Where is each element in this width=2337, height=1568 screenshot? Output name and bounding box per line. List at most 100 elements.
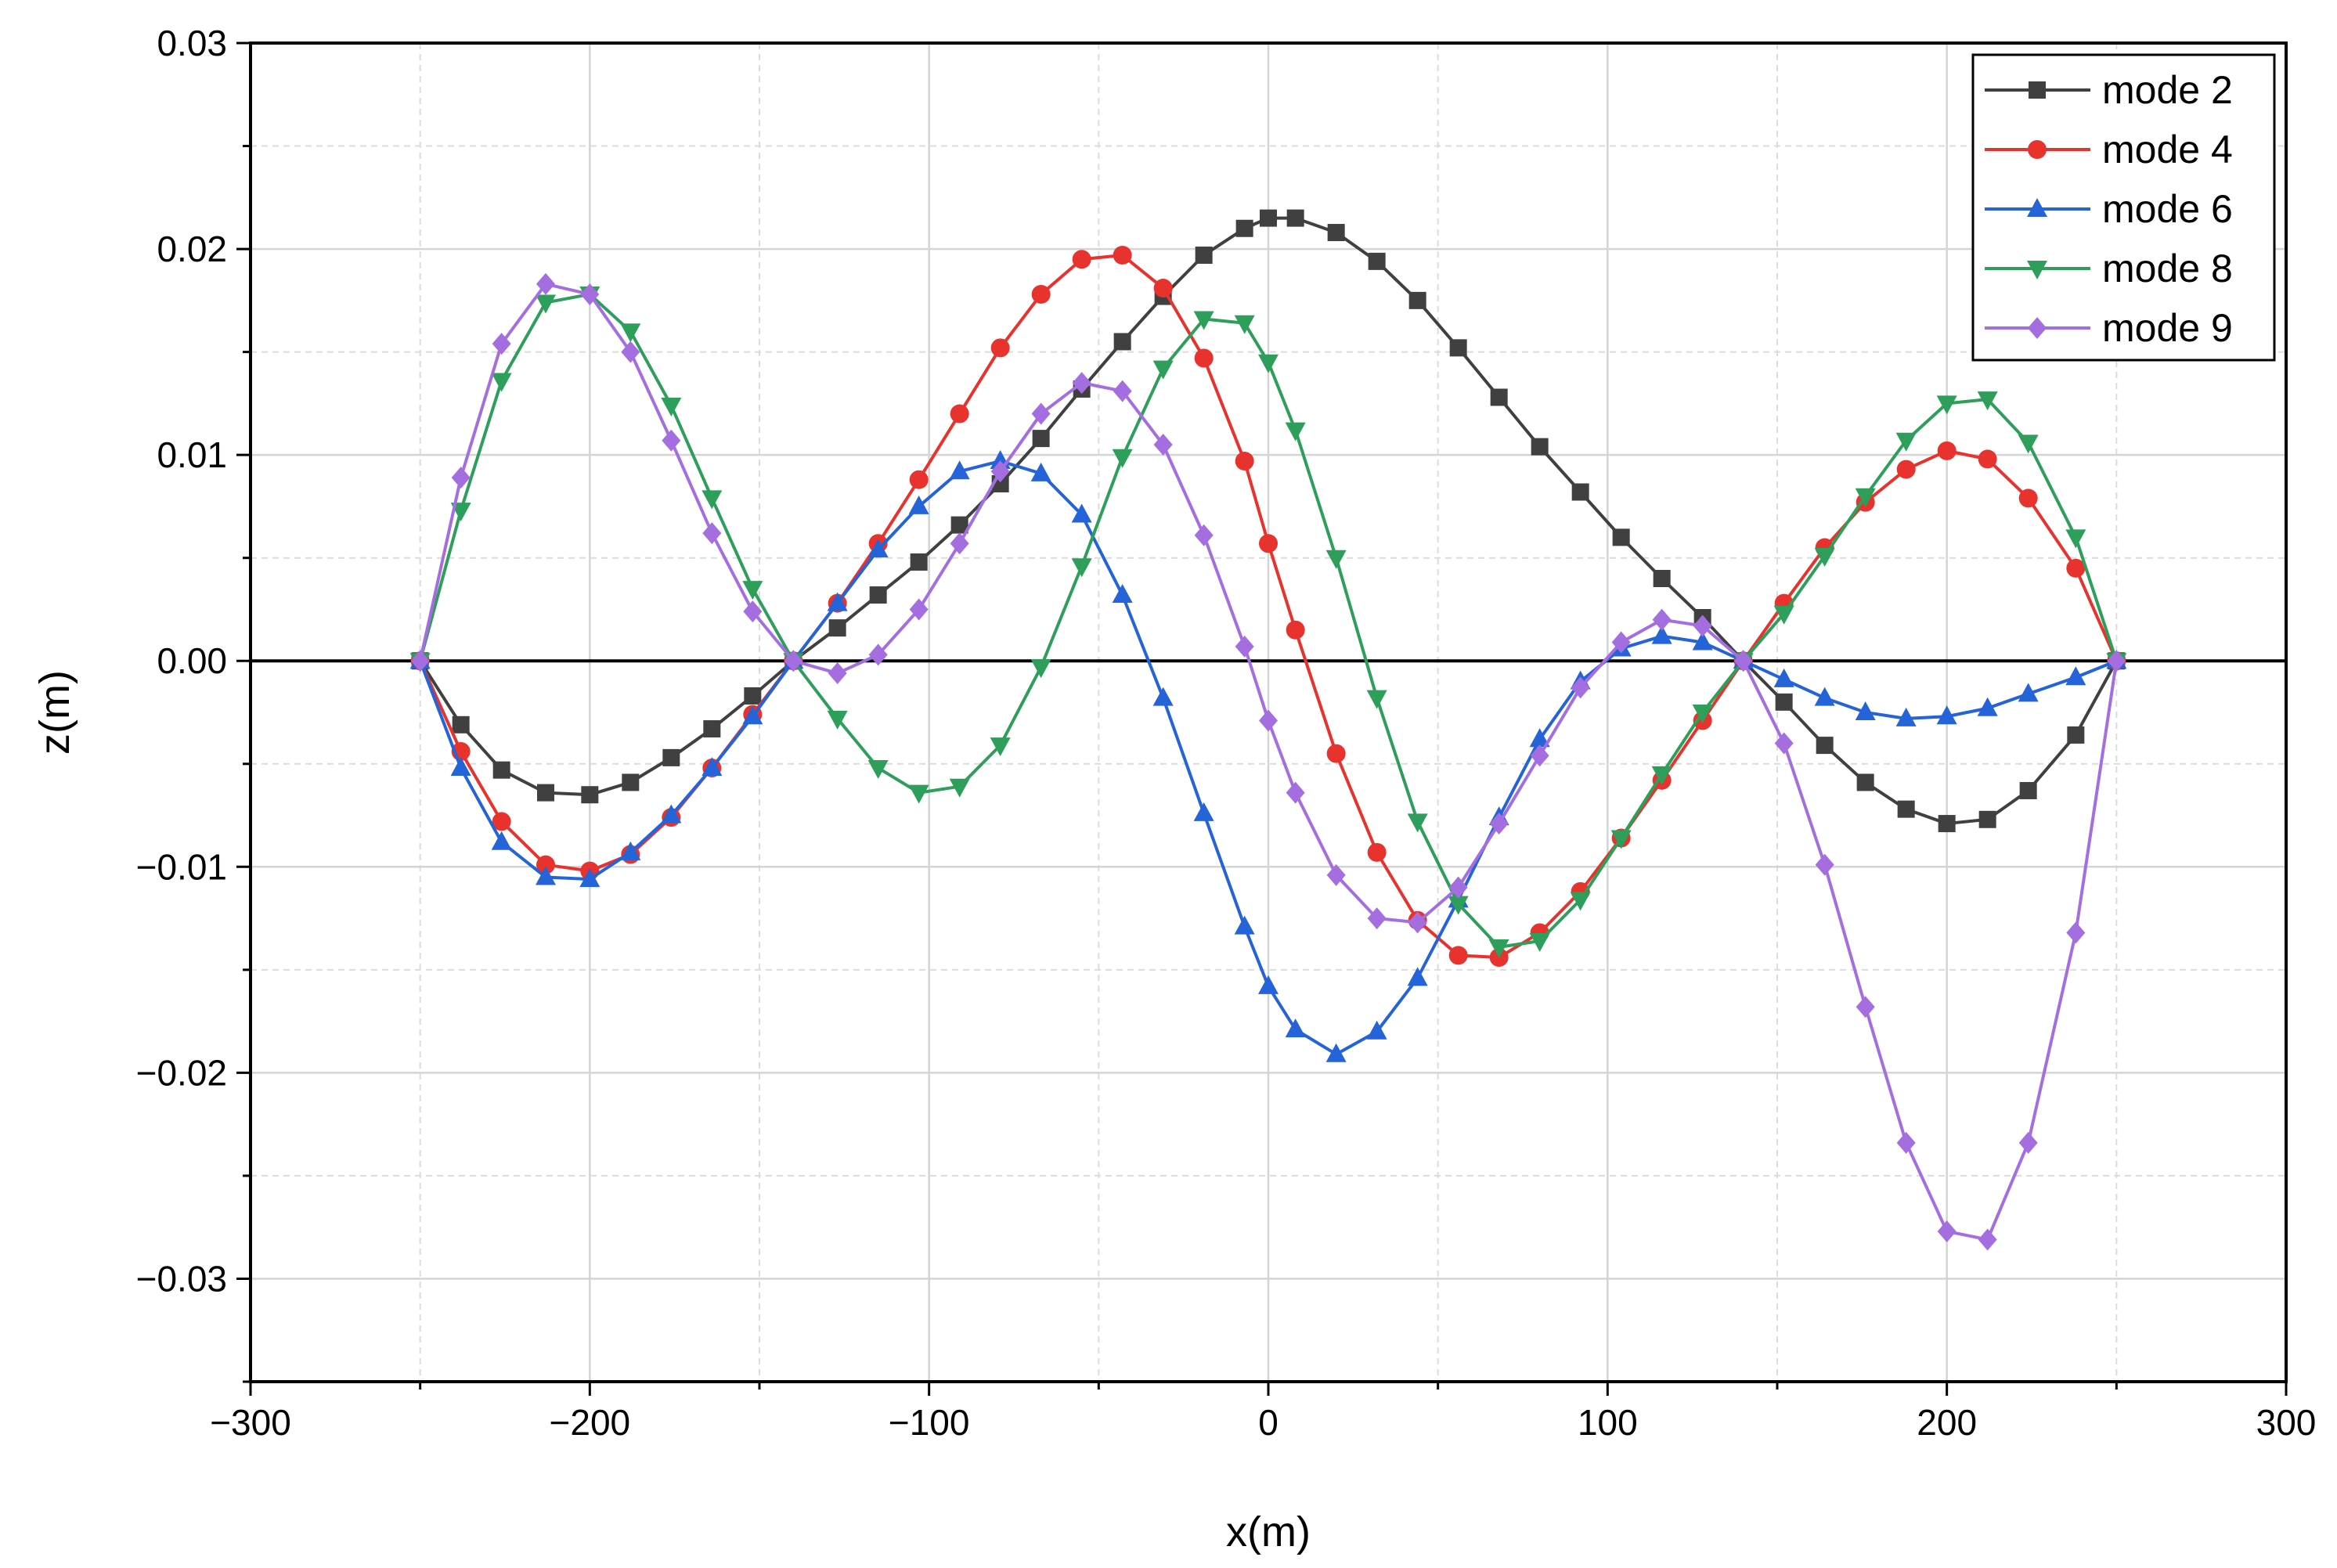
legend-label-mode-2: mode 2 — [2102, 68, 2233, 112]
y-tick-label: 0.00 — [157, 640, 227, 681]
data-point-mode-9 — [868, 643, 888, 666]
data-point-mode-9 — [1652, 608, 1672, 631]
data-point-mode-8 — [620, 323, 641, 343]
legend-marker-mode-2 — [2029, 81, 2046, 99]
data-point-mode-6 — [1407, 967, 1428, 986]
data-point-mode-9 — [1031, 402, 1051, 425]
x-tick-label: 200 — [1917, 1402, 1977, 1443]
data-point-mode-6 — [1773, 668, 1794, 687]
data-point-mode-9 — [2066, 921, 2086, 944]
data-point-mode-6 — [579, 868, 600, 888]
data-point-mode-9 — [1530, 744, 1549, 767]
data-point-mode-2 — [1113, 333, 1131, 351]
data-point-mode-2 — [744, 687, 762, 705]
data-point-mode-2 — [950, 516, 968, 534]
data-point-mode-9 — [1733, 650, 1753, 672]
data-point-mode-4 — [1326, 744, 1346, 763]
data-point-mode-8 — [867, 760, 889, 780]
data-point-mode-9 — [1194, 524, 1214, 546]
data-point-mode-2 — [622, 773, 640, 791]
data-point-mode-9 — [1611, 631, 1631, 654]
x-tick-label: −300 — [210, 1402, 291, 1443]
data-point-mode-9 — [536, 272, 555, 295]
data-point-mode-2 — [452, 716, 470, 734]
data-point-mode-2 — [1032, 430, 1050, 448]
data-point-mode-2 — [2067, 726, 2085, 744]
data-point-mode-2 — [1938, 815, 1956, 833]
data-point-mode-8 — [908, 784, 929, 804]
data-point-mode-2 — [1775, 693, 1793, 711]
data-point-mode-9 — [1856, 996, 1875, 1018]
data-point-mode-9 — [784, 650, 803, 672]
data-point-mode-6 — [1814, 687, 1835, 706]
y-tick-label: 0.01 — [157, 434, 227, 475]
legend-marker-mode-6 — [2027, 198, 2047, 217]
data-point-mode-9 — [1235, 635, 1254, 658]
data-point-mode-2 — [1195, 246, 1213, 264]
y-tick-labels: −0.03 −0.02 −0.01 0.00 0.01 0.02 0.03 — [136, 23, 227, 1299]
data-point-mode-8 — [491, 373, 512, 392]
data-point-mode-9 — [743, 600, 763, 623]
axis-ticks — [236, 41, 2288, 1396]
data-point-mode-2 — [1408, 291, 1426, 309]
x-tick-label: 100 — [1578, 1402, 1638, 1443]
data-point-mode-6 — [1855, 701, 1876, 720]
data-point-mode-6 — [2065, 666, 2086, 686]
data-point-mode-4 — [1235, 452, 1254, 471]
data-point-mode-2 — [1286, 209, 1304, 227]
data-point-mode-8 — [1366, 690, 1387, 709]
data-point-mode-9 — [1326, 863, 1346, 886]
data-point-mode-6 — [1234, 915, 1255, 935]
x-tick-labels: −300 −200 −100 0 100 200 300 — [210, 1402, 2316, 1443]
data-point-mode-6 — [1895, 707, 1917, 726]
data-point-mode-9 — [492, 333, 511, 355]
data-point-mode-9 — [1489, 813, 1509, 835]
data-point-mode-2 — [581, 786, 599, 804]
data-point-mode-2 — [662, 748, 680, 766]
legend-marker-mode-4 — [2028, 140, 2047, 159]
data-point-mode-6 — [1977, 697, 1998, 716]
data-point-mode-2 — [537, 784, 554, 802]
data-point-mode-4 — [909, 470, 929, 489]
data-point-mode-9 — [1408, 911, 1427, 934]
data-point-mode-2 — [1490, 388, 1508, 406]
data-point-mode-4 — [2018, 488, 2038, 508]
x-tick-label: 300 — [2256, 1402, 2317, 1443]
legend: mode 2 mode 4 mode 6 mode 8 mode 9 — [1971, 53, 2276, 362]
data-point-mode-6 — [908, 495, 929, 514]
data-point-mode-6 — [742, 705, 763, 725]
data-point-mode-2 — [910, 553, 928, 571]
data-point-mode-8 — [1285, 422, 1306, 442]
data-point-mode-9 — [1367, 907, 1387, 930]
data-point-mode-8 — [2065, 529, 2086, 549]
data-point-mode-4 — [1286, 620, 1305, 640]
data-point-mode-6 — [450, 757, 471, 777]
data-point-mode-9 — [580, 283, 600, 305]
data-point-mode-8 — [1193, 311, 1214, 330]
data-point-mode-2 — [1653, 570, 1671, 587]
data-point-mode-8 — [1488, 939, 1509, 958]
data-point-mode-8 — [1610, 830, 1632, 849]
y-tick-label: 0.03 — [157, 23, 227, 63]
data-point-mode-6 — [1112, 584, 1133, 604]
data-point-mode-6 — [1651, 625, 1672, 644]
data-point-mode-2 — [1327, 224, 1345, 242]
data-point-mode-4 — [1896, 460, 1916, 479]
data-point-mode-4 — [1194, 348, 1214, 368]
data-point-mode-9 — [828, 662, 847, 685]
data-point-mode-8 — [1855, 488, 1876, 507]
data-point-mode-6 — [1692, 631, 1713, 651]
data-point-mode-9 — [1896, 1131, 1916, 1154]
data-point-mode-2 — [1978, 810, 1996, 828]
data-point-mode-6 — [1030, 462, 1051, 481]
data-point-mode-4 — [1937, 441, 1957, 460]
series-layer — [409, 209, 2127, 1251]
data-point-mode-8 — [1325, 550, 1347, 569]
data-point-mode-4 — [1259, 534, 1278, 553]
data-point-mode-2 — [1368, 252, 1386, 270]
data-point-mode-4 — [990, 338, 1010, 358]
data-point-mode-8 — [1977, 391, 1998, 411]
data-point-mode-2 — [869, 586, 887, 604]
data-point-mode-9 — [410, 650, 430, 672]
data-point-mode-2 — [1531, 438, 1549, 456]
